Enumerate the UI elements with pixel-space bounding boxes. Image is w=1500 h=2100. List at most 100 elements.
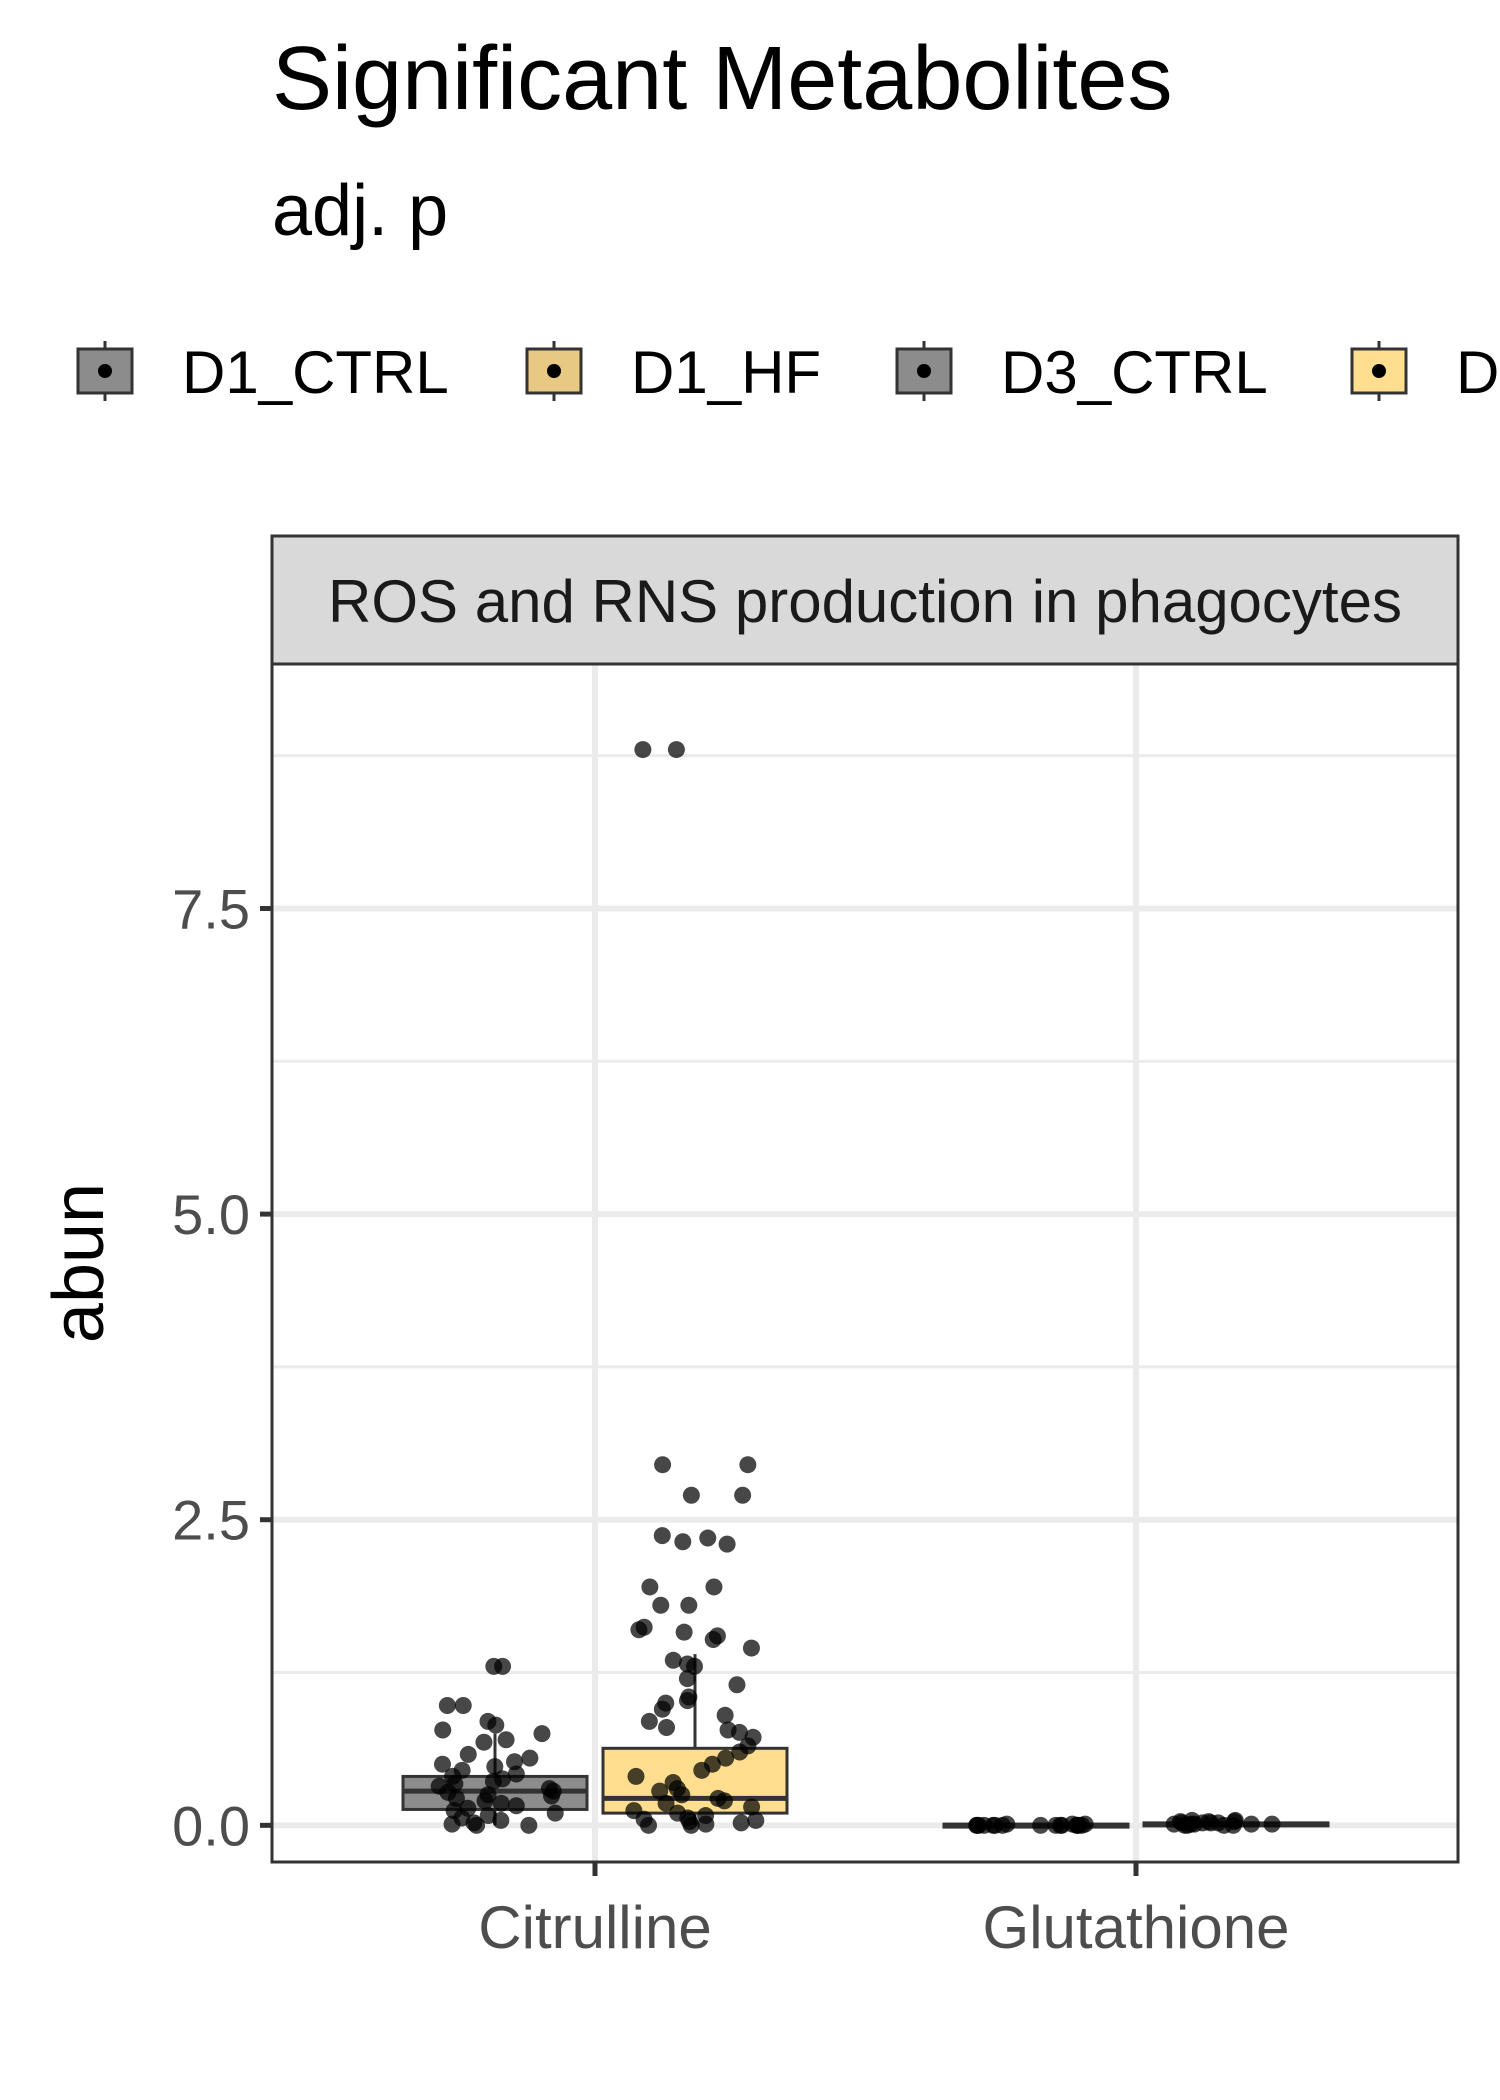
panel-background xyxy=(272,664,1458,1862)
data-point xyxy=(641,1578,659,1596)
data-point xyxy=(507,1797,525,1815)
data-point xyxy=(434,1721,452,1739)
data-point xyxy=(682,1816,700,1834)
data-point xyxy=(521,1749,539,1767)
box-group xyxy=(942,1815,1130,1834)
chart-subtitle: adj. p xyxy=(272,171,449,251)
chart-title: Significant Metabolites xyxy=(272,29,1173,129)
data-point xyxy=(520,1816,538,1834)
legend: D1_CTRL D1_HF D3_CTRL D xyxy=(76,339,1499,406)
data-point xyxy=(718,1535,736,1553)
data-point xyxy=(697,1815,715,1833)
data-point xyxy=(667,741,685,759)
data-point xyxy=(678,1670,696,1688)
data-point xyxy=(546,1804,564,1822)
data-point xyxy=(664,1651,682,1669)
data-point xyxy=(486,1758,504,1776)
data-point xyxy=(1179,1816,1197,1834)
data-point xyxy=(734,1486,752,1504)
legend-key-point xyxy=(98,364,112,378)
data-point xyxy=(627,1767,645,1785)
data-point xyxy=(742,1639,760,1657)
x-tick-label: Glutathione xyxy=(983,1894,1290,1961)
data-point xyxy=(492,1794,510,1812)
data-point xyxy=(533,1725,551,1743)
data-point xyxy=(716,1706,734,1724)
data-point xyxy=(475,1733,493,1751)
data-point xyxy=(675,1623,693,1641)
legend-item: D3_CTRL xyxy=(895,339,1268,406)
data-point xyxy=(454,1697,472,1715)
data-point xyxy=(1263,1815,1281,1833)
data-point xyxy=(459,1745,477,1763)
data-point xyxy=(497,1731,515,1749)
data-point xyxy=(1032,1816,1050,1834)
data-point xyxy=(438,1697,456,1715)
data-point xyxy=(1070,1816,1088,1834)
y-tick-label: 2.5 xyxy=(172,1489,250,1552)
x-tick-label: Citrulline xyxy=(478,1894,711,1961)
data-point xyxy=(1047,1816,1065,1834)
y-tick-label: 5.0 xyxy=(172,1183,250,1246)
data-point xyxy=(732,1814,750,1832)
data-point xyxy=(673,1786,691,1804)
data-point xyxy=(543,1787,561,1805)
data-point xyxy=(1202,1814,1220,1832)
data-point xyxy=(743,1798,761,1816)
plot-panel: 0.0 2.5 5.0 7.5 Citrulline Glutathione abun xyxy=(39,662,1460,1961)
box-group xyxy=(601,741,789,1834)
data-point xyxy=(487,1716,505,1734)
box-group xyxy=(401,1657,589,1834)
data-point xyxy=(657,1794,675,1812)
data-point xyxy=(715,1792,733,1810)
legend-key-point xyxy=(547,364,561,378)
panel-border xyxy=(270,662,1460,1864)
facet-strip-label: ROS and RNS production in phagocytes xyxy=(328,568,1402,635)
y-axis-label: abun xyxy=(39,1183,119,1343)
data-point xyxy=(704,1631,722,1649)
data-point xyxy=(630,1621,648,1639)
data-point xyxy=(731,1743,749,1761)
data-point xyxy=(658,1719,676,1737)
data-point xyxy=(492,1811,510,1829)
legend-label: D1_HF xyxy=(631,339,821,406)
data-point xyxy=(654,1456,672,1474)
data-point xyxy=(717,1749,735,1767)
data-point xyxy=(739,1456,757,1474)
legend-key-point xyxy=(1372,364,1386,378)
legend-item: D xyxy=(1350,339,1499,406)
legend-label: D1_CTRL xyxy=(182,339,449,406)
data-point xyxy=(728,1676,746,1694)
data-point xyxy=(968,1816,986,1834)
data-point xyxy=(433,1755,451,1773)
data-point xyxy=(693,1761,711,1779)
data-point xyxy=(468,1816,486,1834)
data-point xyxy=(747,1811,765,1829)
data-point xyxy=(674,1533,692,1551)
data-point xyxy=(476,1792,494,1810)
data-point xyxy=(484,1772,502,1790)
data-point xyxy=(680,1596,698,1614)
data-point xyxy=(1224,1816,1242,1834)
legend-key-box xyxy=(895,347,953,395)
data-point xyxy=(634,741,652,759)
legend-key-point xyxy=(917,364,931,378)
legend-label: D3_CTRL xyxy=(1001,339,1268,406)
legend-label: D xyxy=(1456,339,1499,406)
data-point xyxy=(678,1692,696,1710)
data-point xyxy=(640,1816,658,1834)
data-point xyxy=(730,1723,748,1741)
data-point xyxy=(507,1765,525,1783)
data-point xyxy=(494,1657,512,1675)
legend-item: D1_CTRL xyxy=(76,339,449,406)
y-tick-label: 7.5 xyxy=(172,877,250,940)
facet-strip-bg xyxy=(270,534,1460,666)
box-group xyxy=(1142,1811,1330,1834)
data-point xyxy=(705,1578,723,1596)
data-point xyxy=(443,1815,461,1833)
data-point xyxy=(653,1700,671,1718)
data-point xyxy=(699,1529,717,1547)
data-point xyxy=(640,1712,658,1730)
